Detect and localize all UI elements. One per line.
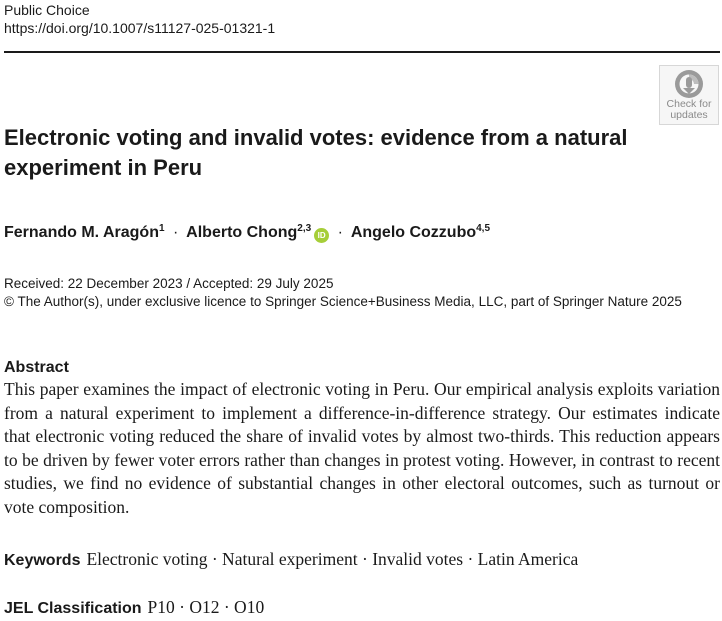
author-separator: ·: [337, 224, 343, 241]
keywords-label: Keywords: [4, 552, 81, 569]
author-name[interactable]: Alberto Chong: [186, 224, 298, 241]
badge-line-1: Check for: [666, 98, 712, 110]
author-separator: ·: [172, 224, 179, 241]
abstract-heading: Abstract: [4, 359, 69, 376]
orcid-icon[interactable]: ID: [314, 228, 330, 243]
doi-link[interactable]: https://doi.org/10.1007/s11127-025-01321…: [4, 20, 276, 36]
author-affiliation: 2,3: [297, 223, 312, 234]
copyright-notice: © The Author(s), under exclusive licence…: [4, 294, 682, 309]
article-title: Electronic voting and invalid votes: evi…: [4, 125, 628, 180]
jel-label: JEL Classification: [4, 600, 142, 617]
check-for-updates-label: Check for updates: [660, 99, 718, 121]
jel-codes: P10 · O12 · O10: [147, 597, 265, 617]
header-divider: [4, 51, 720, 53]
author-affiliation: 1: [158, 223, 165, 234]
author-name[interactable]: Angelo Cozzubo: [350, 224, 477, 241]
check-for-updates-icon: [675, 70, 703, 98]
author-name[interactable]: Fernando M. Aragón: [4, 224, 159, 241]
keywords-section: Keywords Electronic voting · Natural expe…: [4, 547, 578, 573]
badge-line-2: updates: [670, 109, 708, 121]
journal-name: Public Choice: [4, 2, 90, 18]
received-accepted-dates: Received: 22 December 2023 / Accepted: 2…: [4, 276, 334, 291]
author-affiliation: 4,5: [476, 223, 491, 234]
jel-section: JEL Classification P10 · O12 · O10: [4, 595, 264, 621]
author-list: Fernando M. Aragón1 · Alberto Chong2,3ID…: [4, 218, 490, 244]
abstract-text: This paper examines the impact of electr…: [4, 379, 720, 517]
check-for-updates-badge[interactable]: Check for updates: [659, 65, 719, 125]
keywords-text: Electronic voting · Natural experiment ·…: [86, 549, 579, 569]
